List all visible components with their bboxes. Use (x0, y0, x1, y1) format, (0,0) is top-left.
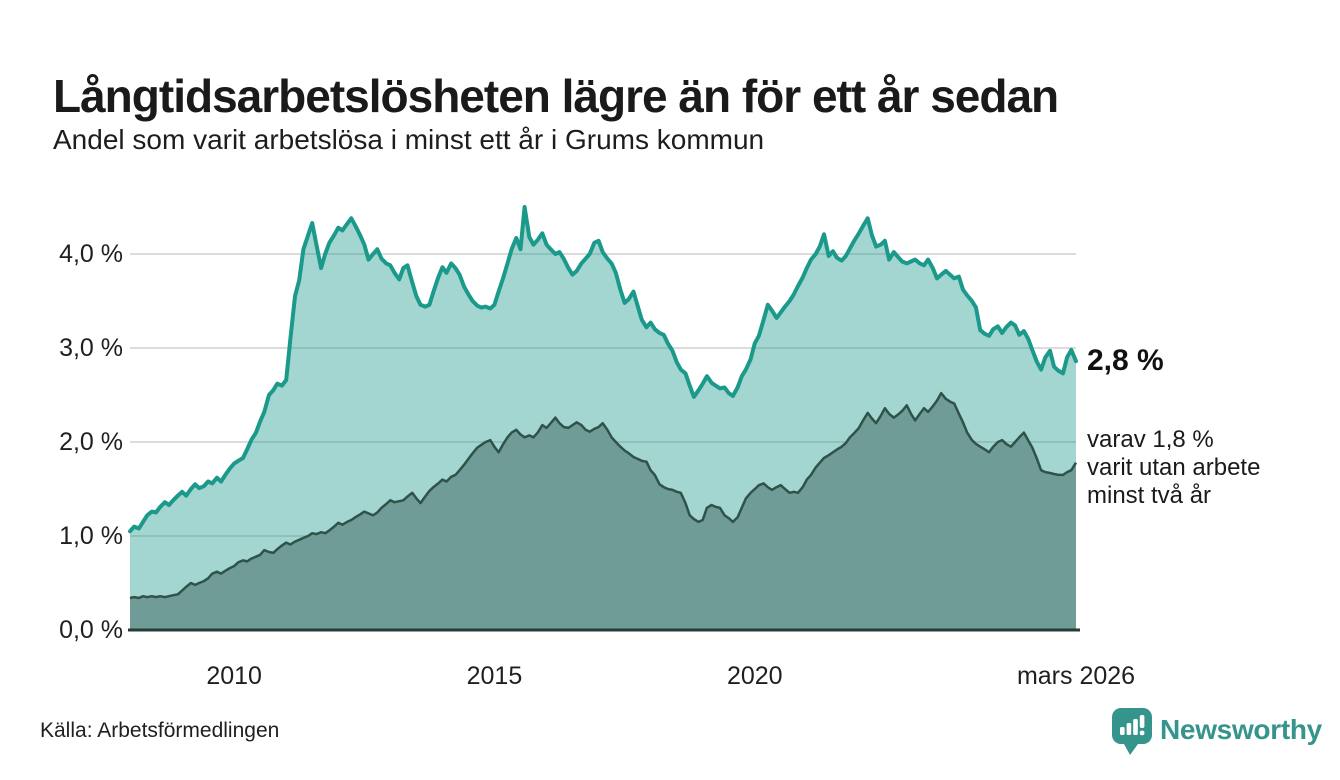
two-year-note-line: minst två år (1087, 482, 1212, 509)
two-year-note-line: varit utan arbete (1087, 454, 1261, 481)
two-year-note-line: varav 1,8 % (1087, 426, 1214, 453)
x-tick-label: 2015 (466, 662, 523, 690)
y-tick-label: 4,0 % (59, 240, 123, 268)
newsworthy-logo: Newsworthy (1112, 708, 1322, 760)
newsworthy-bubble-chart-icon (1112, 708, 1152, 755)
y-tick-label: 3,0 % (59, 334, 123, 362)
two-year-note: varav 1,8 % varit utan arbete minst två … (1087, 426, 1337, 510)
x-tick-label: 2020 (726, 662, 783, 690)
chart-subtitle: Andel som varit arbetslösa i minst ett å… (53, 124, 765, 155)
x-tick-label: mars 2026 (1016, 662, 1136, 690)
y-tick-label: 0,0 % (59, 616, 123, 644)
page-title: Långtidsarbetslösheten lägre än för ett … (53, 69, 1059, 122)
y-tick-label: 1,0 % (59, 522, 123, 550)
newsworthy-wordmark: Newsworthy (1160, 714, 1322, 745)
source-attribution: Källa: Arbetsförmedlingen (40, 719, 280, 742)
x-tick-label: 2010 (206, 662, 262, 690)
y-tick-label: 2,0 % (59, 428, 123, 456)
latest-value-label: 2,8 % (1087, 344, 1164, 377)
